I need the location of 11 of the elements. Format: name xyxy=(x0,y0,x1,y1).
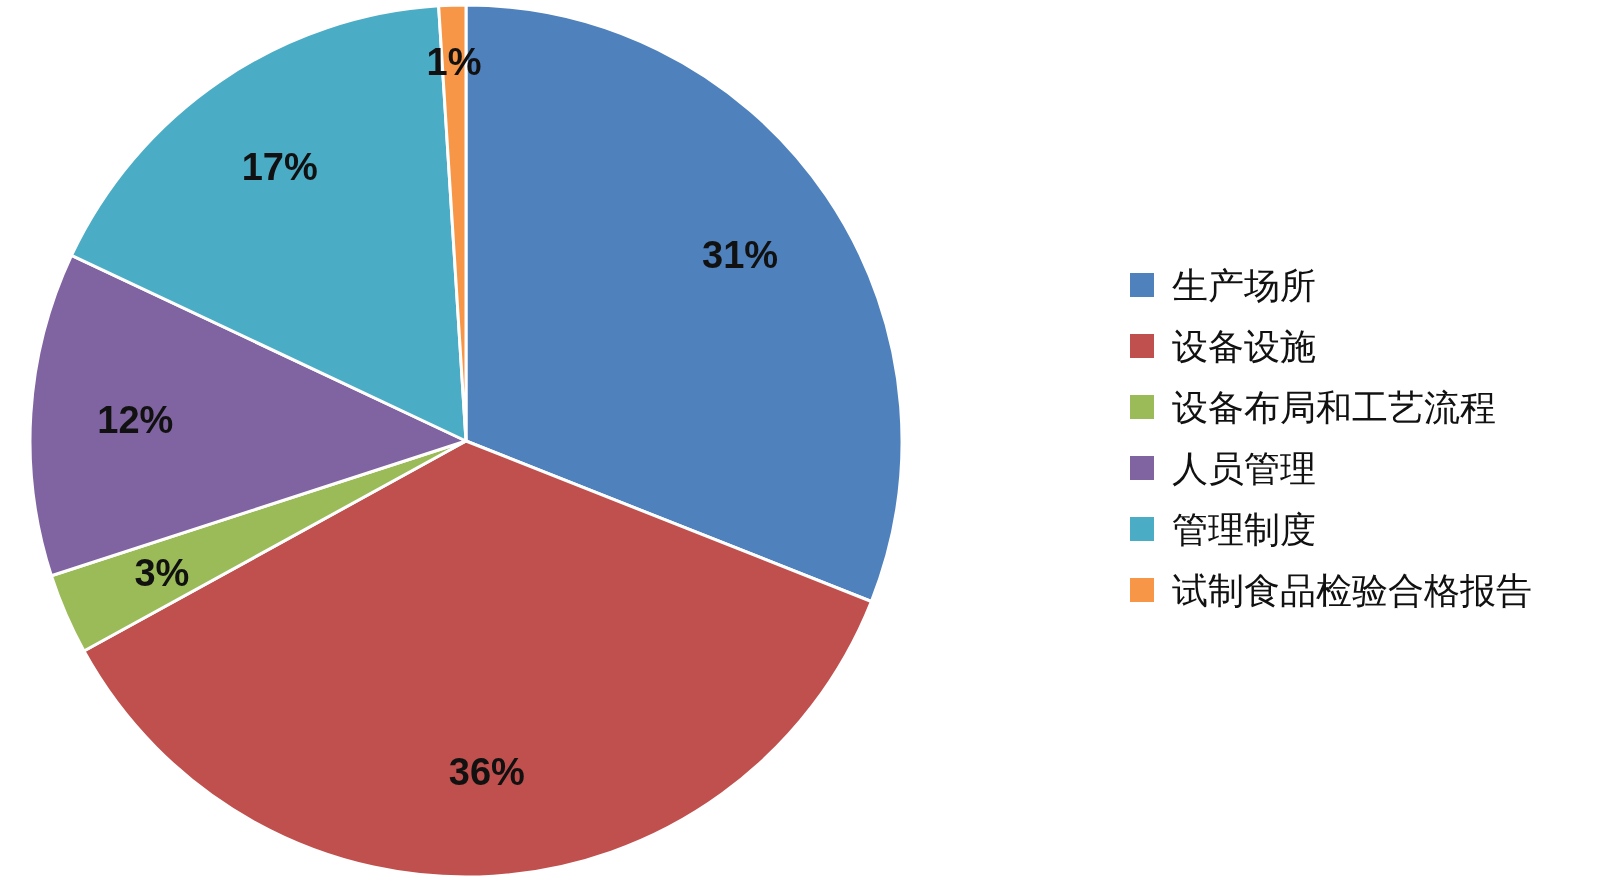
data-label: 12% xyxy=(97,399,174,442)
legend-label: 试制食品检验合格报告 xyxy=(1172,569,1532,611)
data-label: 3% xyxy=(134,551,190,594)
data-label: 17% xyxy=(241,145,318,188)
legend-label: 管理制度 xyxy=(1172,508,1316,550)
data-label: 31% xyxy=(702,233,779,276)
data-label: 36% xyxy=(448,750,525,793)
legend-label: 人员管理 xyxy=(1172,447,1316,489)
legend-label: 设备布局和工艺流程 xyxy=(1172,386,1496,428)
legend-label: 设备设施 xyxy=(1172,325,1316,367)
legend-label: 生产场所 xyxy=(1172,264,1316,306)
